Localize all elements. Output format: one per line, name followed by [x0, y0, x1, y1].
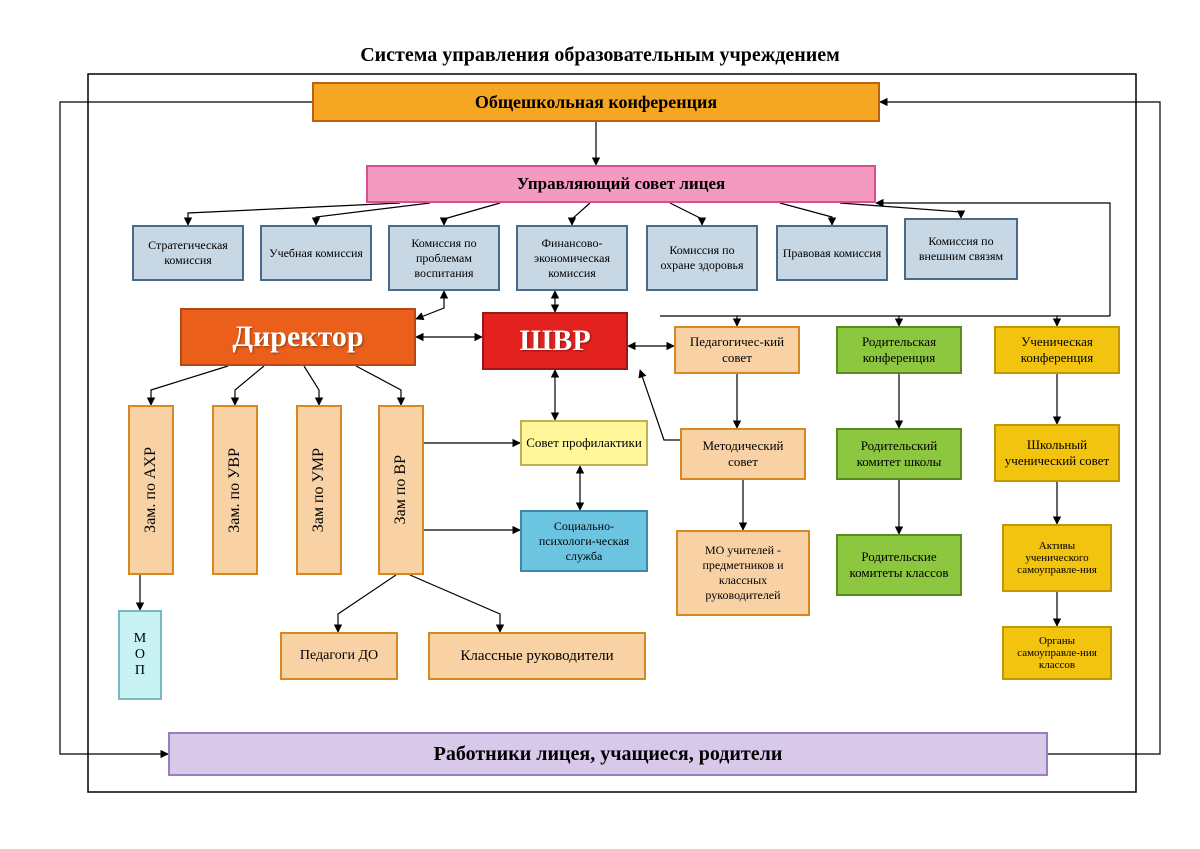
node-mop: М О П — [118, 610, 162, 700]
node-label: Зам. по УВР — [226, 448, 244, 533]
node-organy: Органы самоуправле-ния классов — [1002, 626, 1112, 680]
node-k2: Учебная комиссия — [260, 225, 372, 281]
node-k5: Комиссия по охране здоровья — [646, 225, 758, 291]
node-aktivy: Активы ученического самоуправле-ния — [1002, 524, 1112, 592]
node-uchconf: Ученическая конференция — [994, 326, 1120, 374]
node-mouchit: МО учителей - предметников и классных ру… — [676, 530, 810, 616]
node-k1: Стратегическая комиссия — [132, 225, 244, 281]
node-pedsovet: Педагогичес-кий совет — [674, 326, 800, 374]
node-shvr: ШВР — [482, 312, 628, 370]
chart-title: Система управления образовательным учреж… — [0, 44, 1200, 67]
node-workers: Работники лицея, учащиеся, родители — [168, 732, 1048, 776]
node-metod: Методический совет — [680, 428, 806, 480]
node-conf: Общешкольная конференция — [312, 82, 880, 122]
node-label: Зам по УМР — [310, 448, 328, 532]
node-rodkom: Родительский комитет школы — [836, 428, 962, 480]
node-rodkomkl: Родительские комитеты классов — [836, 534, 962, 596]
node-k6: Правовая комиссия — [776, 225, 888, 281]
node-director: Директор — [180, 308, 416, 366]
node-label: Зам. по АХР — [142, 447, 160, 533]
node-council: Управляющий совет лицея — [366, 165, 876, 203]
node-zam4: Зам по ВР — [378, 405, 424, 575]
node-zam3: Зам по УМР — [296, 405, 342, 575]
org-chart-canvas: Система управления образовательным учреж… — [0, 0, 1200, 849]
node-zam1: Зам. по АХР — [128, 405, 174, 575]
node-peddo: Педагоги ДО — [280, 632, 398, 680]
node-label: Зам по ВР — [392, 455, 410, 524]
node-uchsovet: Школьный ученический совет — [994, 424, 1120, 482]
node-rodconf: Родительская конференция — [836, 326, 962, 374]
node-klruk: Классные руководители — [428, 632, 646, 680]
node-zam2: Зам. по УВР — [212, 405, 258, 575]
node-socpsy: Социально-психологи-ческая служба — [520, 510, 648, 572]
node-k7: Комиссия по внешним связям — [904, 218, 1018, 280]
node-profil: Совет профилактики — [520, 420, 648, 466]
node-k4: Финансово-экономическая комиссия — [516, 225, 628, 291]
node-k3: Комиссия по проблемам воспитания — [388, 225, 500, 291]
